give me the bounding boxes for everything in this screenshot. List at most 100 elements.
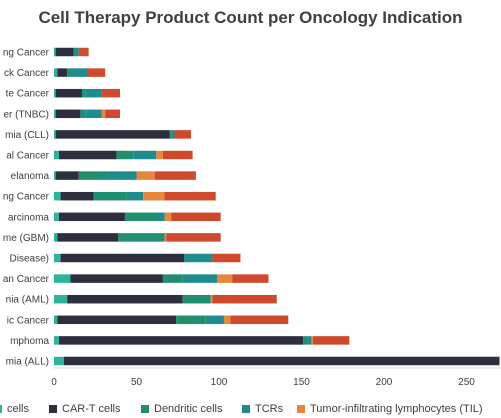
bar-ng-cancer-series-5 [164, 191, 216, 201]
bar-ck-cancer-tcrs [70, 68, 87, 77]
category-label-nia-aml: nia (AML) [6, 295, 49, 306]
legend-swatch-tcrs [242, 405, 250, 413]
chart-title: Cell Therapy Product Count per Oncology … [38, 8, 463, 27]
x-tick-label-50: 50 [131, 377, 143, 388]
legend-label-car-t: CAR-T cells [62, 403, 121, 415]
bar-arcinoma-series-5 [171, 212, 221, 222]
category-label-mphoma: mphoma [10, 336, 49, 347]
bar-te-cancer-dendritic-cells [82, 88, 86, 98]
bar-disease-cells [54, 253, 61, 263]
bar-an-cancer-dendritic-cells [162, 274, 183, 283]
bar-ic-cancer-tumor-infiltrating-lymphocytes-til [223, 315, 231, 325]
category-label-te-cancer: te Cancer [6, 89, 50, 100]
x-tick-label-150: 150 [293, 377, 310, 388]
legend-item-dendritic: Dendritic cells [141, 403, 222, 415]
bar-ng-cancer-cells [54, 47, 56, 57]
bar-al-cancer-cells [54, 150, 59, 160]
legend-item-til: Tumor-infiltrating lymphocytes (TIL) [297, 403, 483, 415]
legend-label-cells: cells [7, 403, 30, 415]
bar-ng-cancer-dendritic-cells [73, 47, 76, 57]
bar-nia-aml-car-t-cells [67, 294, 183, 304]
bar-mphoma-cells [54, 336, 59, 345]
bar-nia-aml-dendritic-cells [182, 294, 211, 304]
bar-arcinoma-cells [54, 212, 59, 222]
bar-mphoma-dendritic-cells [303, 336, 309, 345]
bar-mia-cll-car-t-cells [55, 130, 170, 139]
category-label-ng-cancer: ng Cancer [3, 48, 50, 59]
legend-item-cells: cells [0, 403, 29, 415]
category-label-mia-cll: mia (CLL) [5, 130, 49, 141]
category-label-ng-cancer: ng Cancer [3, 192, 50, 203]
bar-ng-cancer-car-t-cells [60, 191, 94, 201]
legend-item-car-t: CAR-T cells [49, 403, 120, 415]
bar-mia-all-cells [54, 356, 64, 366]
bar-me-gbm-cells [54, 233, 58, 242]
bar-mphoma-car-t-cells [58, 336, 304, 345]
bar-ck-cancer-series-5 [87, 68, 106, 77]
bar-arcinoma-dendritic-cells [124, 212, 158, 222]
bar-te-cancer-tcrs [85, 88, 102, 98]
bar-ng-cancer-car-t-cells [55, 47, 74, 57]
bar-mia-all-car-t-cells [63, 356, 500, 366]
legend-label-tcrs: TCRs [255, 403, 284, 415]
bar-mia-cll-cells [54, 130, 56, 139]
bar-al-cancer-tumor-infiltrating-lymphocytes-til [156, 150, 163, 160]
x-tick-label-100: 100 [211, 377, 228, 388]
legend-swatch-car-t [49, 405, 57, 413]
bar-elanoma-dendritic-cells [78, 171, 109, 180]
bar-mia-cll-series-5 [174, 130, 191, 139]
bar-disease-tcrs [184, 253, 213, 263]
bar-elanoma-tumor-infiltrating-lymphocytes-til [136, 171, 155, 180]
bar-mphoma-tumor-infiltrating-lymphocytes-til [311, 336, 314, 345]
chart-legend: cells CAR-T cells Dendritic cells TCRs T… [0, 403, 501, 417]
bar-te-cancer-car-t-cells [55, 88, 83, 98]
bar-arcinoma-tumor-infiltrating-lymphocytes-til [164, 212, 172, 222]
bar-ng-cancer-dendritic-cells [93, 191, 127, 201]
bar-er-tnbc-series-5 [105, 109, 120, 119]
bar-an-cancer-series-5 [232, 274, 269, 283]
x-tick-label-250: 250 [458, 377, 475, 388]
bar-er-tnbc-tcrs [85, 109, 102, 119]
legend-label-dendritic: Dendritic cells [154, 403, 223, 415]
x-tick-label-0: 0 [51, 377, 57, 388]
bar-an-cancer-tcrs [182, 274, 218, 283]
legend-label-til: Tumor-infiltrating lymphocytes (TIL) [310, 403, 483, 415]
bar-er-tnbc-dendritic-cells [80, 109, 86, 119]
bar-ic-cancer-dendritic-cells [176, 315, 206, 325]
legend-swatch-til [297, 405, 305, 413]
bar-an-cancer-car-t-cells [70, 274, 163, 283]
bar-ng-cancer-tcrs [75, 47, 79, 57]
category-label-elanoma: elanoma [11, 171, 50, 182]
bar-ck-cancer-dendritic-cells [67, 68, 71, 77]
bar-arcinoma-tcrs [157, 212, 165, 222]
bar-er-tnbc-cells [54, 109, 56, 119]
category-label-ic-cancer: ic Cancer [7, 315, 50, 326]
category-label-al-cancer: al Cancer [6, 151, 49, 162]
bar-an-cancer-tumor-infiltrating-lymphocytes-til [217, 274, 233, 283]
bar-al-cancer-dendritic-cells [116, 150, 134, 160]
bar-ck-cancer-cells [54, 68, 58, 77]
bar-ng-cancer-cells [54, 191, 61, 201]
bar-ng-cancer-tcrs [126, 191, 144, 201]
bar-te-cancer-cells [54, 88, 56, 98]
bar-al-cancer-series-5 [162, 150, 193, 160]
bar-arcinoma-car-t-cells [58, 212, 125, 222]
bar-ic-cancer-series-5 [230, 315, 289, 325]
category-label-mia-all: mia (ALL) [6, 357, 49, 368]
bar-al-cancer-car-t-cells [58, 150, 117, 160]
bar-nia-aml-series-5 [212, 294, 277, 304]
bar-me-gbm-tumor-infiltrating-lymphocytes-til [164, 233, 167, 242]
bar-me-gbm-series-5 [166, 233, 221, 242]
category-label-disease: Disease) [10, 254, 49, 265]
bar-elanoma-cells [54, 171, 56, 180]
category-label-ck-cancer: ck Cancer [4, 68, 50, 79]
bar-al-cancer-tcrs [133, 150, 157, 160]
bar-te-cancer-series-5 [101, 88, 120, 98]
bar-disease-car-t-cells [60, 253, 185, 263]
bar-nia-aml-tumor-infiltrating-lymphocytes-til [210, 294, 213, 304]
bar-ng-cancer-series-5 [78, 47, 89, 57]
bar-me-gbm-car-t-cells [57, 233, 119, 242]
bar-me-gbm-dendritic-cells [118, 233, 165, 242]
bar-an-cancer-cells [54, 274, 71, 283]
